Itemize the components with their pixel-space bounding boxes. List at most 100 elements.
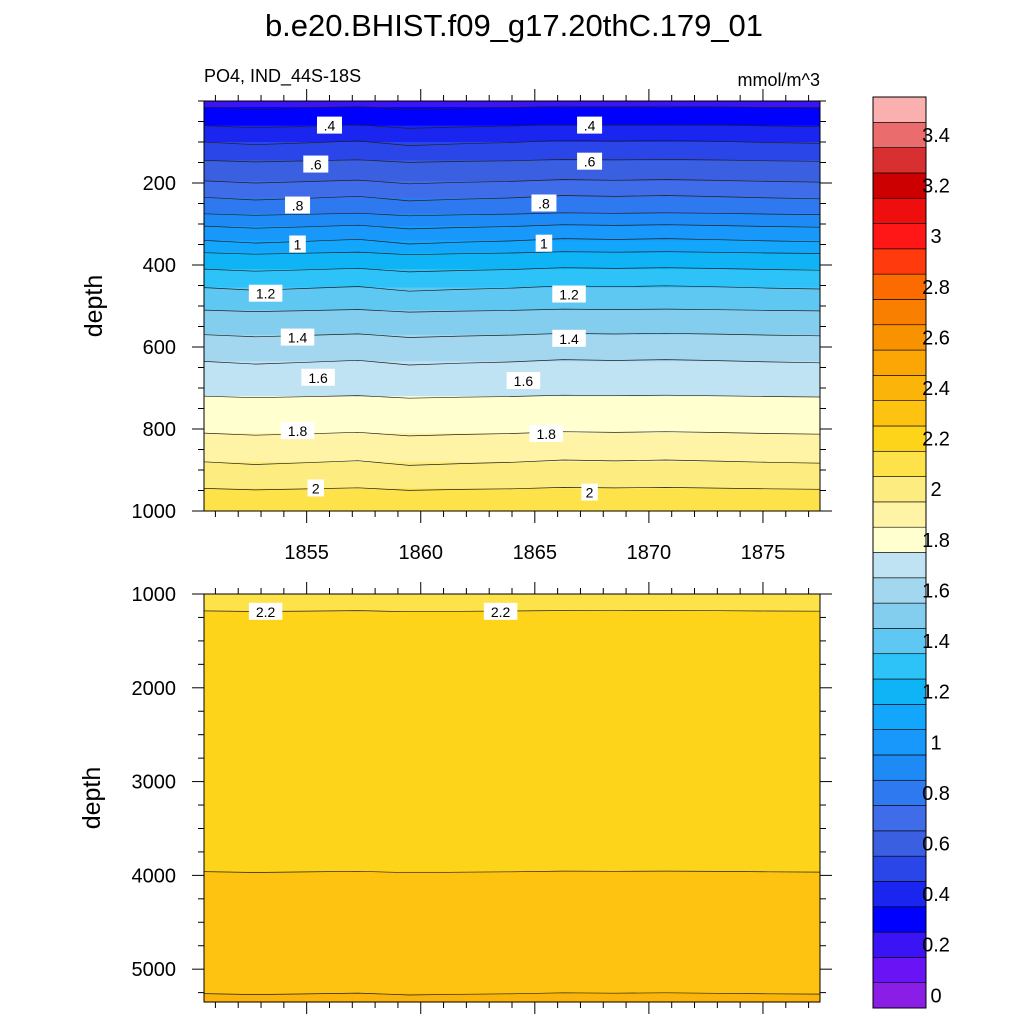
colorbar-swatch bbox=[872, 299, 927, 326]
colorbar-label: 1.6 bbox=[922, 580, 950, 602]
contour-label: 1.4 bbox=[288, 330, 308, 346]
contour-label: 1.2 bbox=[559, 287, 579, 303]
contour-band bbox=[204, 142, 820, 162]
colorbar-swatch bbox=[872, 552, 927, 579]
colorbar-swatch bbox=[872, 172, 927, 199]
contour-label: 1.6 bbox=[514, 373, 534, 389]
contour-label-box bbox=[531, 194, 557, 212]
contour-line bbox=[203, 870, 821, 874]
contour-line bbox=[203, 267, 821, 273]
y-tick-label: 1000 bbox=[132, 584, 177, 606]
contour-label-box bbox=[577, 152, 603, 170]
contour-band bbox=[204, 610, 820, 873]
contour-label-box bbox=[552, 285, 586, 303]
contour-label: .8 bbox=[292, 198, 304, 214]
colorbar-label: 3 bbox=[930, 226, 941, 248]
colorbar-label: 2.2 bbox=[922, 429, 950, 451]
contour-band bbox=[204, 226, 820, 241]
contour-line bbox=[203, 212, 821, 217]
x-tick-label: 1860 bbox=[398, 542, 443, 564]
contour-label-box bbox=[285, 196, 311, 214]
colorbar-swatch bbox=[872, 855, 927, 882]
colorbar-swatch bbox=[872, 754, 927, 781]
colorbar-swatch bbox=[872, 273, 927, 300]
contour-band bbox=[204, 107, 820, 127]
x-tick-label: 1855 bbox=[284, 542, 329, 564]
contour-label-box bbox=[280, 422, 315, 440]
colorbar-swatch bbox=[872, 805, 927, 832]
contour-band bbox=[204, 197, 820, 215]
y-tick-label: 4000 bbox=[132, 865, 177, 887]
colorbar-swatch bbox=[872, 476, 927, 503]
colorbar-swatch bbox=[872, 425, 927, 452]
colorbar-swatch bbox=[872, 526, 927, 553]
y-tick-label: 200 bbox=[143, 173, 176, 195]
colorbar-label: 0 bbox=[930, 985, 941, 1007]
contour-label: .4 bbox=[324, 118, 336, 134]
variable-label: PO4, IND_44S-18S bbox=[204, 66, 361, 87]
colorbar-swatch bbox=[872, 957, 927, 983]
contour-label: .6 bbox=[584, 154, 596, 170]
contour-line bbox=[203, 308, 821, 313]
contour-label: 2.2 bbox=[491, 604, 511, 620]
y-tick-label: 600 bbox=[143, 337, 176, 359]
contour-label: .6 bbox=[310, 157, 322, 173]
contour-label-box bbox=[248, 602, 283, 620]
y-tick-label: 1000 bbox=[132, 501, 177, 523]
colorbar-label: 3.2 bbox=[922, 176, 950, 198]
colorbar-swatch bbox=[872, 931, 927, 958]
contour-label: 1.8 bbox=[536, 426, 556, 442]
contour-label: 2 bbox=[312, 480, 320, 496]
colorbar-swatch bbox=[872, 450, 927, 477]
colorbar-label: 1.4 bbox=[922, 631, 950, 653]
y-tick-label: 5000 bbox=[132, 959, 177, 981]
colorbar-swatch bbox=[872, 830, 927, 857]
contour-label-box bbox=[581, 483, 598, 501]
contour-line bbox=[203, 359, 821, 366]
contour-label: 1.8 bbox=[288, 423, 308, 439]
contour-label-box bbox=[316, 116, 342, 134]
contour-band bbox=[204, 180, 820, 198]
colorbar-swatch bbox=[872, 678, 927, 705]
colorbar-label: 0.6 bbox=[922, 834, 950, 856]
contour-line bbox=[203, 487, 821, 491]
colorbar-label: 3.4 bbox=[922, 125, 950, 147]
colorbar-swatch bbox=[872, 400, 927, 427]
colorbar-swatch bbox=[872, 324, 927, 351]
contour-band bbox=[204, 240, 820, 254]
colorbar-label: 2.6 bbox=[922, 327, 950, 349]
contour-band bbox=[204, 993, 820, 1003]
colorbar-label: 1 bbox=[930, 732, 941, 754]
colorbar-swatch bbox=[872, 729, 927, 756]
contour-label-box bbox=[506, 372, 541, 390]
colorbar-swatch bbox=[872, 577, 927, 604]
colorbar-label: 2 bbox=[930, 479, 941, 501]
contour-band bbox=[204, 252, 820, 270]
colorbar-swatch bbox=[872, 349, 927, 376]
contour-label: 2.2 bbox=[256, 604, 276, 620]
contour-line bbox=[203, 285, 821, 292]
contour-label-box bbox=[529, 424, 563, 442]
colorbar-swatch bbox=[872, 779, 927, 806]
colorbar-frame bbox=[872, 96, 927, 1009]
contour-line bbox=[203, 123, 821, 129]
upper-panel-ylabel: depth bbox=[80, 275, 108, 338]
colorbar-swatch bbox=[872, 147, 927, 174]
chart-title: b.e20.BHIST.f09_g17.20thC.179_01 bbox=[265, 8, 763, 43]
colorbar-swatch bbox=[872, 906, 927, 933]
lower-panel: 1000 2000 3000 4000 5000 2.2 2.2 bbox=[132, 582, 832, 1014]
y-tick-label: 3000 bbox=[132, 772, 177, 794]
contour-band bbox=[204, 488, 820, 512]
contour-label-box bbox=[248, 284, 283, 302]
contour-line bbox=[203, 459, 821, 466]
colorbar-swatch bbox=[872, 375, 927, 401]
colorbar-swatch bbox=[872, 96, 927, 123]
contour-line bbox=[203, 105, 821, 110]
colorbar-swatch bbox=[872, 982, 927, 1009]
colorbar-swatch bbox=[872, 881, 927, 908]
contour-label: 1.4 bbox=[559, 331, 579, 347]
contour-label-box bbox=[552, 329, 586, 347]
contour-line bbox=[203, 251, 821, 256]
x-tick-label: 1875 bbox=[741, 542, 786, 564]
colorbar-swatch bbox=[872, 653, 927, 680]
